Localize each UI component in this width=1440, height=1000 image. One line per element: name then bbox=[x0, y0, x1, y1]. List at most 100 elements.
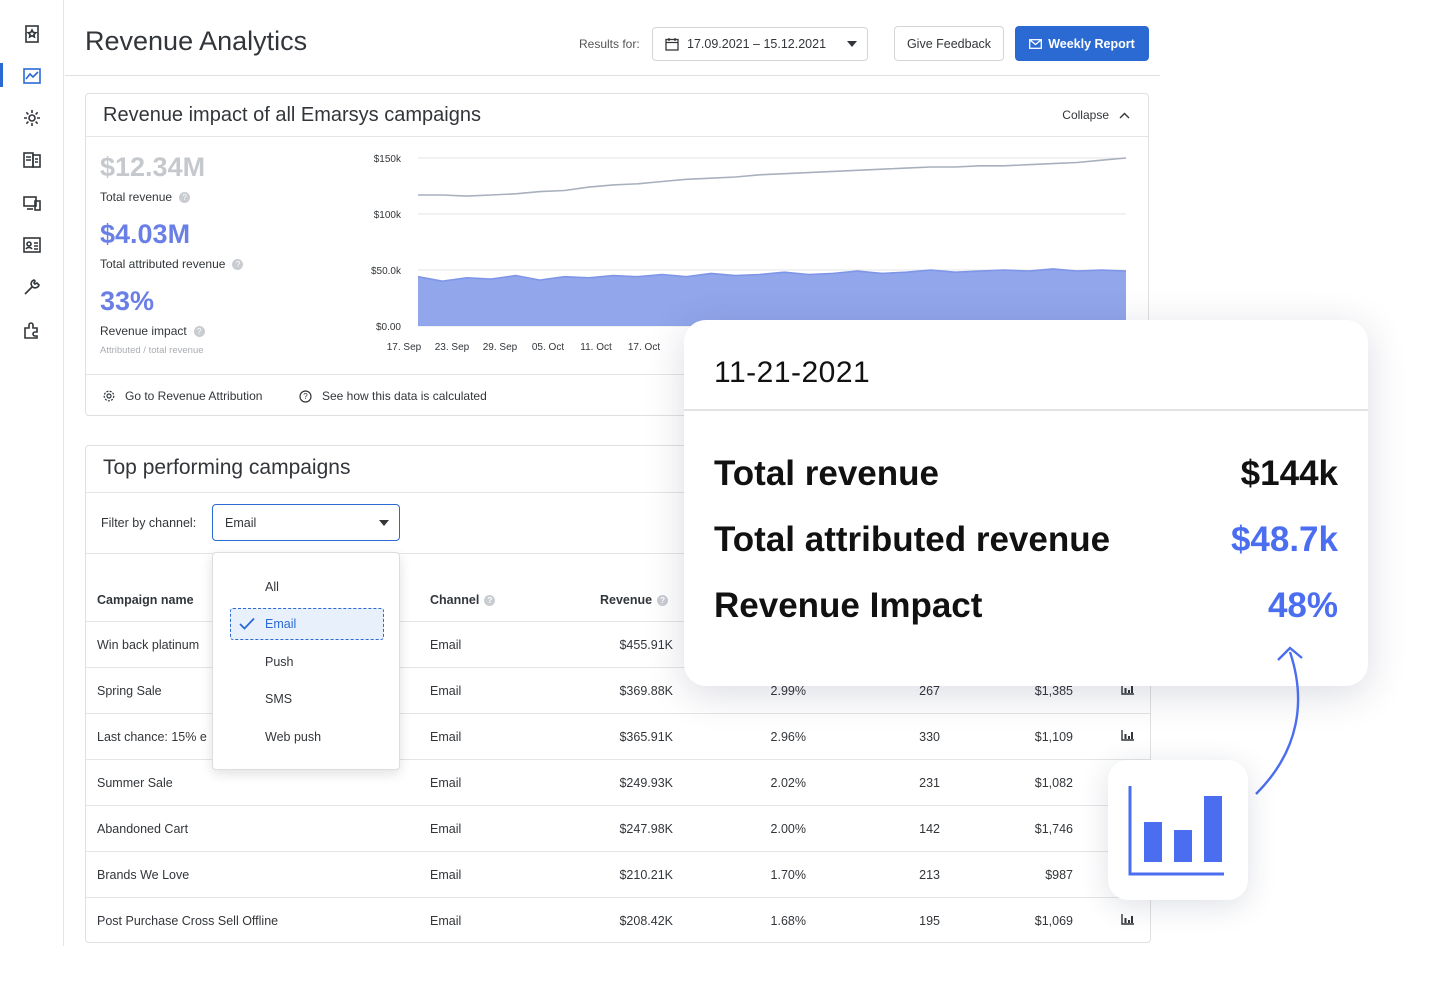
calendar-icon bbox=[665, 38, 679, 51]
tooltip-total-revenue-value: $144k bbox=[1240, 454, 1338, 493]
attributed-revenue-label: Total attributed revenue ? bbox=[100, 257, 244, 271]
attributed-revenue-area bbox=[418, 268, 1126, 326]
tooltip-attributed-value: $48.7k bbox=[1230, 520, 1338, 559]
y-tick-label: $150k bbox=[374, 154, 402, 165]
settings-icon[interactable] bbox=[21, 107, 43, 129]
cell-revenue: $249.93K bbox=[619, 776, 673, 790]
give-feedback-button[interactable]: Give Feedback bbox=[894, 26, 1004, 61]
help-icon[interactable]: ? bbox=[179, 191, 191, 203]
cell-avg: $1,109 bbox=[1034, 730, 1073, 744]
help-icon[interactable]: ? bbox=[193, 325, 205, 337]
cell-name: Summer Sale bbox=[97, 776, 173, 790]
results-label: Results for: bbox=[579, 37, 640, 51]
revenue-attribution-link[interactable]: Go to Revenue Attribution bbox=[103, 389, 262, 403]
tooltip-attributed-label: Total attributed revenue bbox=[714, 520, 1111, 559]
bar-chart-icon[interactable] bbox=[1121, 913, 1135, 925]
table-row[interactable]: Post Purchase Cross Sell Offline Email $20… bbox=[86, 897, 1150, 943]
help-icon[interactable]: ? bbox=[484, 594, 496, 606]
y-tick-label: $100k bbox=[374, 210, 402, 221]
analytics-icon[interactable] bbox=[21, 65, 43, 87]
bar-chart-icon[interactable] bbox=[1121, 683, 1135, 695]
x-tick-label: 17. Sep bbox=[387, 342, 422, 353]
cell-revenue: $210.21K bbox=[619, 868, 673, 882]
cell-share: 2.99% bbox=[770, 684, 806, 698]
table-row[interactable]: Spring Sale Email $369.88K 2.99% 267 $1,385 bbox=[86, 667, 1150, 713]
chart-tooltip-popover: 11-21-2021 Total revenue $144k Total att… bbox=[684, 320, 1368, 686]
cell-channel: Email bbox=[430, 868, 462, 882]
dropdown-option-email[interactable]: Email bbox=[265, 617, 297, 631]
card-title: Top performing campaigns bbox=[103, 456, 351, 479]
column-header-channel[interactable]: Channel ? bbox=[430, 593, 496, 607]
content-icon[interactable] bbox=[21, 149, 43, 171]
cell-share: 1.68% bbox=[770, 914, 806, 928]
cell-channel: Email bbox=[430, 822, 462, 836]
revenue-impact-card: Revenue impact of all Emarsys campaigns … bbox=[85, 93, 1149, 416]
cell-share: 1.70% bbox=[770, 868, 806, 882]
addons-icon[interactable] bbox=[21, 319, 43, 341]
cell-avg: $1,069 bbox=[1034, 914, 1073, 928]
question-circle-icon: ? bbox=[299, 389, 312, 403]
tools-icon[interactable] bbox=[21, 276, 43, 298]
help-icon[interactable]: ? bbox=[657, 594, 669, 606]
date-range-value: 17.09.2021 – 15.12.2021 bbox=[687, 37, 827, 51]
sidebar bbox=[0, 0, 64, 946]
help-icon[interactable]: ? bbox=[232, 258, 244, 270]
cell-channel: Email bbox=[430, 730, 462, 744]
column-header-campaign[interactable]: Campaign name bbox=[97, 593, 194, 607]
column-header-revenue[interactable]: Revenue ? bbox=[600, 593, 669, 607]
contacts-icon[interactable] bbox=[21, 234, 43, 256]
cell-name: Post Purchase Cross Sell Offline bbox=[97, 914, 279, 928]
column-header-channel-text: Channel bbox=[430, 593, 480, 607]
attributed-revenue-value: $4.03M bbox=[100, 219, 191, 249]
table-row[interactable]: Abandoned Cart Email $247.98K 2.00% 142 $1,74… bbox=[86, 805, 1150, 851]
cell-avg: $987 bbox=[1045, 868, 1073, 882]
bookmark-icon[interactable] bbox=[21, 23, 43, 45]
devices-icon[interactable] bbox=[21, 192, 43, 214]
cell-share: 2.96% bbox=[770, 730, 806, 744]
column-header-revenue-text: Revenue bbox=[600, 593, 653, 607]
mail-icon bbox=[1029, 38, 1043, 49]
chevron-down-icon bbox=[847, 41, 857, 47]
curved-arrow-icon bbox=[1255, 646, 1303, 795]
channel-filter-select[interactable]: Email bbox=[212, 504, 400, 541]
dropdown-option-web-push[interactable]: Web push bbox=[265, 730, 322, 744]
card-divider bbox=[86, 492, 1150, 493]
attributed-revenue-label-text: Total attributed revenue bbox=[100, 257, 226, 271]
card-footer-divider bbox=[86, 374, 1148, 375]
cell-name: Last chance: 15% e bbox=[97, 730, 207, 744]
cell-count: 330 bbox=[919, 730, 940, 744]
cell-revenue: $208.42K bbox=[619, 914, 673, 928]
cell-avg: $1,385 bbox=[1034, 684, 1073, 698]
cell-count: 267 bbox=[919, 684, 940, 698]
dropdown-option-sms[interactable]: SMS bbox=[265, 692, 293, 706]
tooltip-date: 11-21-2021 bbox=[714, 356, 871, 389]
table-row[interactable]: Win back platinum Email $455.91K bbox=[86, 621, 1150, 667]
cell-revenue: $365.91K bbox=[619, 730, 673, 744]
revenue-impact-label-text: Revenue impact bbox=[100, 324, 187, 338]
cell-name: Win back platinum bbox=[97, 638, 200, 652]
y-tick-label: $0.00 bbox=[376, 322, 401, 333]
cell-avg: $1,082 bbox=[1034, 776, 1073, 790]
x-tick-label: 11. Oct bbox=[580, 342, 612, 353]
bar-chart-icon-card bbox=[1108, 760, 1248, 900]
table-row[interactable]: Last chance: 15% e Email $365.91K 2.96% 330 $… bbox=[86, 713, 1150, 759]
date-range-select[interactable]: 17.09.2021 – 15.12.2021 bbox=[652, 27, 868, 61]
collapse-button[interactable]: Collapse bbox=[1062, 108, 1130, 122]
calculation-help-link[interactable]: ? See how this data is calculated bbox=[299, 389, 487, 403]
cell-share: 2.02% bbox=[770, 776, 806, 790]
bar-chart-icon[interactable] bbox=[1121, 729, 1135, 741]
table-row[interactable]: Brands We Love Email $210.21K 1.70% 213 $987 bbox=[86, 851, 1150, 897]
cell-count: 142 bbox=[919, 822, 940, 836]
filter-label: Filter by channel: bbox=[101, 516, 197, 530]
dropdown-option-push[interactable]: Push bbox=[265, 655, 294, 669]
tooltip-divider bbox=[684, 409, 1368, 411]
checkmark-icon bbox=[239, 617, 255, 630]
card-divider bbox=[86, 553, 1150, 554]
weekly-report-label: Weekly Report bbox=[1048, 36, 1135, 51]
table-row[interactable]: Summer Sale Email $249.93K 2.02% 231 $1,082 bbox=[86, 759, 1150, 805]
x-tick-label: 05. Oct bbox=[532, 342, 564, 353]
revenue-impact-label: Revenue impact ? bbox=[100, 324, 205, 338]
dropdown-option-all[interactable]: All bbox=[265, 580, 279, 594]
weekly-report-button[interactable]: Weekly Report bbox=[1015, 26, 1149, 61]
cell-name: Spring Sale bbox=[97, 684, 162, 698]
